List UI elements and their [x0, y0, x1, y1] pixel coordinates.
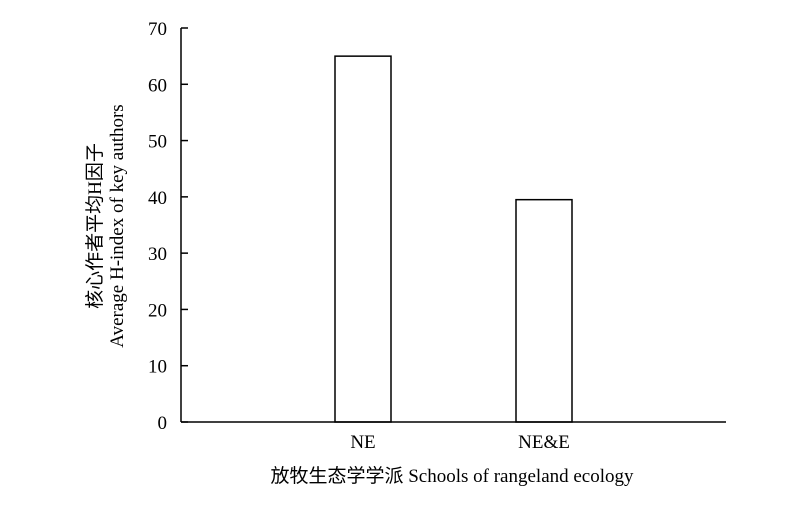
x-axis-title: 放牧生态学学派 Schools of rangeland ecology [270, 465, 634, 487]
bars-group [334, 55, 573, 423]
y-tick-label: 40 [148, 188, 167, 209]
y-tick-label: 50 [148, 132, 167, 153]
x-category-label: NE [350, 432, 375, 453]
y-ticks-group: 0 10 20 30 40 50 60 70 [148, 19, 188, 434]
x-labels-group: NE NE&E [350, 432, 570, 453]
y-tick-label: 60 [148, 75, 167, 96]
bar-ne [334, 55, 392, 423]
y-tick-label: 0 [158, 413, 168, 434]
y-tick-label: 10 [148, 357, 167, 378]
y-tick-label: 20 [148, 300, 167, 321]
x-category-label: NE&E [518, 432, 570, 453]
y-axis-title-cn: 核心作者平均H因子 [84, 143, 106, 309]
bar-ne-e [515, 198, 573, 423]
y-tick-label: 30 [148, 244, 167, 265]
y-axis-title-en: Average H-index of key authors [107, 104, 128, 347]
y-tick-label: 70 [148, 19, 167, 40]
